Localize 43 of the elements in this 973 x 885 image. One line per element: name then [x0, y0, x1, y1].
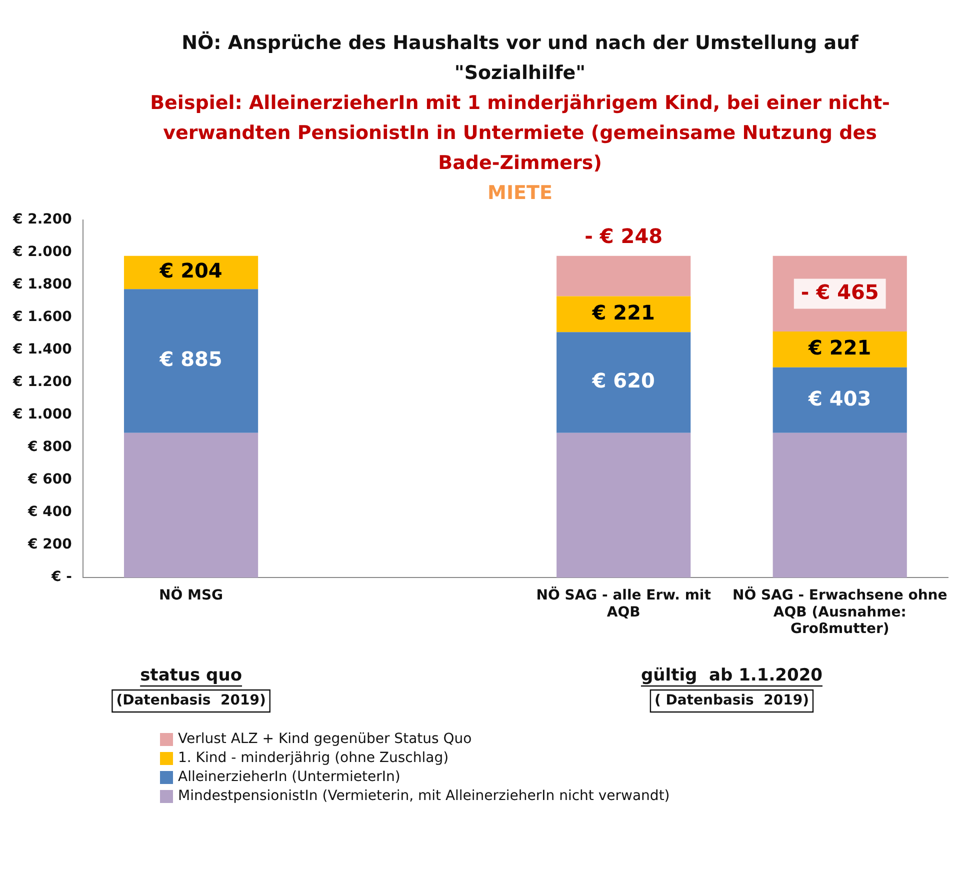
- y-tick-label: € -: [50, 569, 72, 586]
- bar: [772, 367, 907, 433]
- chart-title: NÖ: Ansprüche des Haushalts vor und nach der Umstellung auf "Sozialhilfe": [180, 30, 860, 86]
- y-tick-label: € 1.400: [12, 342, 72, 358]
- bar: [556, 332, 691, 433]
- y-tick-label: € 400: [27, 504, 72, 520]
- bar: [124, 289, 258, 433]
- legend-label: MindestpensionistIn (Vermieterin, mit AlleinerzieherIn nicht verwandt): [178, 788, 670, 804]
- bar: [556, 256, 691, 296]
- y-tick-label: € 1.200: [12, 374, 72, 390]
- legend-label: AlleinerzieherIn (UntermieterIn): [178, 769, 400, 785]
- data-label: - € 465: [800, 280, 879, 304]
- data-label: € 221: [591, 300, 655, 324]
- data-label: € 885: [158, 347, 222, 372]
- data-label: - € 248: [584, 224, 663, 248]
- legend-label: 1. Kind - minderjährig (ohne Zuschlag): [178, 750, 449, 766]
- bar: [124, 432, 258, 578]
- x-tick-label: NÖ SAG - Erwachsene ohne AQB (Ausnahme: Großmutter): [732, 586, 948, 638]
- text: ( Datenbasis 2019): [654, 692, 809, 709]
- data-label: € 620: [591, 368, 655, 393]
- bar: [772, 432, 907, 578]
- text: status quo: [140, 665, 242, 686]
- legend-label: Verlust ALZ + Kind gegenüber Status Quo: [178, 731, 472, 747]
- y-tick-label: € 2.000: [12, 244, 72, 260]
- bar: [556, 296, 691, 332]
- text: (Datenbasis 2019): [116, 692, 266, 709]
- x-tick-label: NÖ MSG: [159, 586, 224, 604]
- y-tick-label: € 200: [27, 536, 72, 553]
- bar: [556, 432, 691, 578]
- y-tick-label: € 800: [27, 439, 72, 456]
- x-tick-label: NÖ SAG - alle Erw. mit AQB: [536, 586, 712, 620]
- bar: [772, 332, 907, 368]
- text: MIETE: [486, 181, 554, 206]
- y-tick-label: € 1.800: [12, 276, 72, 293]
- y-tick-label: € 1.000: [12, 406, 72, 423]
- y-tick-label: € 1.600: [12, 309, 72, 326]
- y-tick-label: € 2.200: [12, 212, 72, 228]
- chart-subtitle: Beispiel: AlleinerzieherIn mit 1 minderjährigem Kind, bei einer nicht-verwandten PensionistIn in Untermiete (gemeinsame Nutzung des Bade-Zimmers): [149, 91, 891, 176]
- data-label: € 403: [808, 386, 872, 410]
- text: gültig ab 1.1.2020: [640, 665, 823, 686]
- data-label: € 204: [158, 258, 222, 283]
- data-label: € 221: [808, 336, 872, 360]
- y-tick-label: € 600: [27, 472, 72, 488]
